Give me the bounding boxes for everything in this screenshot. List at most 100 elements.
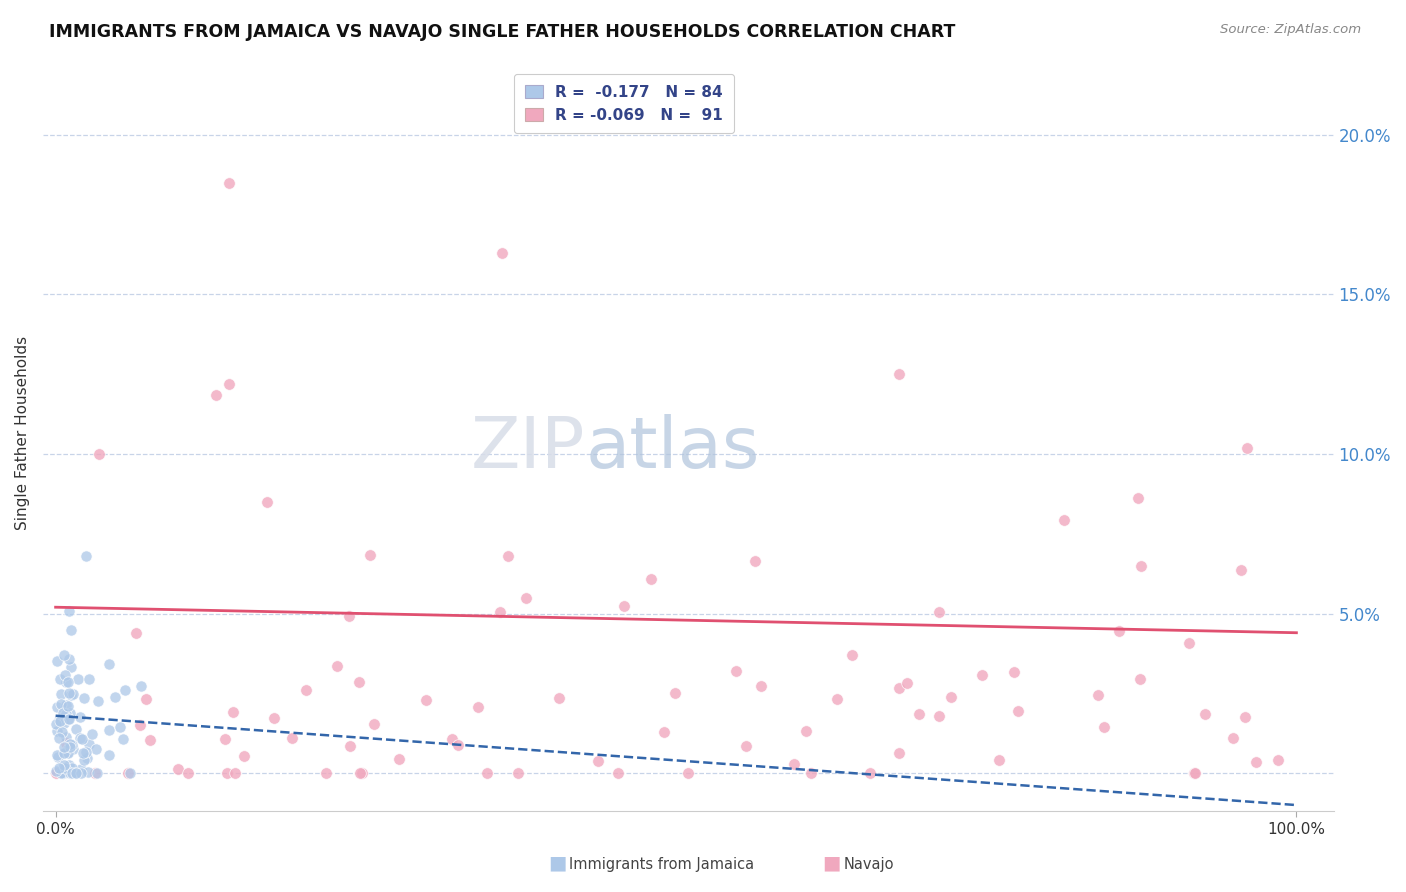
Point — [1244, 755, 1267, 769]
Point — [135, 691, 157, 706]
Point — [475, 766, 498, 780]
Point — [1053, 513, 1076, 527]
Point — [58, 652, 80, 666]
Point — [87, 447, 110, 461]
Point — [177, 766, 200, 780]
Point — [489, 605, 512, 619]
Point — [97, 657, 120, 671]
Point — [363, 717, 385, 731]
Point — [1236, 441, 1258, 455]
Point — [359, 549, 381, 563]
Point — [1129, 672, 1152, 686]
Point — [117, 766, 139, 780]
Point — [56, 699, 79, 714]
Point — [347, 675, 370, 690]
Point — [60, 660, 83, 674]
Point — [281, 731, 304, 745]
Point — [128, 718, 150, 732]
Point — [53, 648, 76, 663]
Text: ■: ■ — [823, 854, 841, 872]
Point — [1092, 720, 1115, 734]
Point — [46, 699, 69, 714]
Point — [547, 690, 569, 705]
Text: Immigrants from Jamaica: Immigrants from Jamaica — [569, 857, 755, 872]
Point — [664, 686, 686, 700]
Point — [120, 766, 142, 780]
Point — [45, 748, 67, 763]
Point — [1087, 688, 1109, 702]
Point — [84, 741, 107, 756]
Point — [70, 762, 93, 776]
Point — [79, 737, 101, 751]
Point — [75, 745, 97, 759]
Point — [73, 690, 96, 705]
Point — [56, 712, 79, 726]
Point — [1194, 706, 1216, 721]
Point — [1222, 731, 1244, 746]
Point — [70, 732, 93, 747]
Point — [1108, 624, 1130, 638]
Point — [941, 690, 963, 705]
Point — [783, 756, 806, 771]
Point — [51, 687, 73, 701]
Point — [104, 690, 127, 705]
Point — [56, 674, 79, 689]
Point — [60, 761, 83, 775]
Point — [98, 748, 121, 763]
Point — [52, 757, 75, 772]
Point — [352, 766, 374, 780]
Point — [676, 766, 699, 780]
Point — [77, 765, 100, 780]
Point — [800, 766, 823, 780]
Point — [256, 495, 278, 509]
Point — [62, 687, 84, 701]
Point — [46, 749, 69, 764]
Point — [86, 766, 108, 780]
Point — [204, 388, 226, 402]
Point — [440, 732, 463, 747]
Point — [467, 700, 489, 714]
Point — [65, 766, 87, 780]
Point — [76, 751, 98, 765]
Point — [1234, 710, 1257, 724]
Point — [1184, 766, 1206, 780]
Point — [65, 722, 87, 736]
Point — [55, 698, 77, 713]
Text: ZIP: ZIP — [471, 414, 585, 483]
Point — [415, 693, 437, 707]
Point — [1177, 636, 1199, 650]
Point — [125, 625, 148, 640]
Point — [62, 741, 84, 756]
Point — [52, 739, 75, 754]
Point — [222, 705, 245, 719]
Point — [607, 766, 630, 780]
Point — [337, 608, 360, 623]
Point — [53, 715, 76, 730]
Point — [75, 549, 97, 563]
Point — [586, 754, 609, 768]
Point — [58, 758, 80, 772]
Point — [45, 716, 67, 731]
Point — [60, 766, 83, 780]
Point — [167, 762, 190, 776]
Point — [53, 668, 76, 682]
Point — [654, 724, 676, 739]
Point — [48, 714, 70, 728]
Point — [889, 746, 911, 760]
Point — [326, 659, 349, 673]
Point — [49, 673, 72, 687]
Point — [60, 688, 83, 702]
Point — [1267, 753, 1289, 767]
Point — [498, 549, 520, 563]
Point — [56, 743, 79, 757]
Point — [1182, 766, 1205, 780]
Point — [49, 766, 72, 780]
Point — [218, 176, 240, 190]
Point — [988, 753, 1011, 767]
Point — [1002, 665, 1025, 679]
Point — [59, 624, 82, 638]
Point — [1230, 563, 1253, 577]
Point — [724, 664, 747, 678]
Y-axis label: Single Father Households: Single Father Households — [15, 336, 30, 531]
Point — [859, 766, 882, 780]
